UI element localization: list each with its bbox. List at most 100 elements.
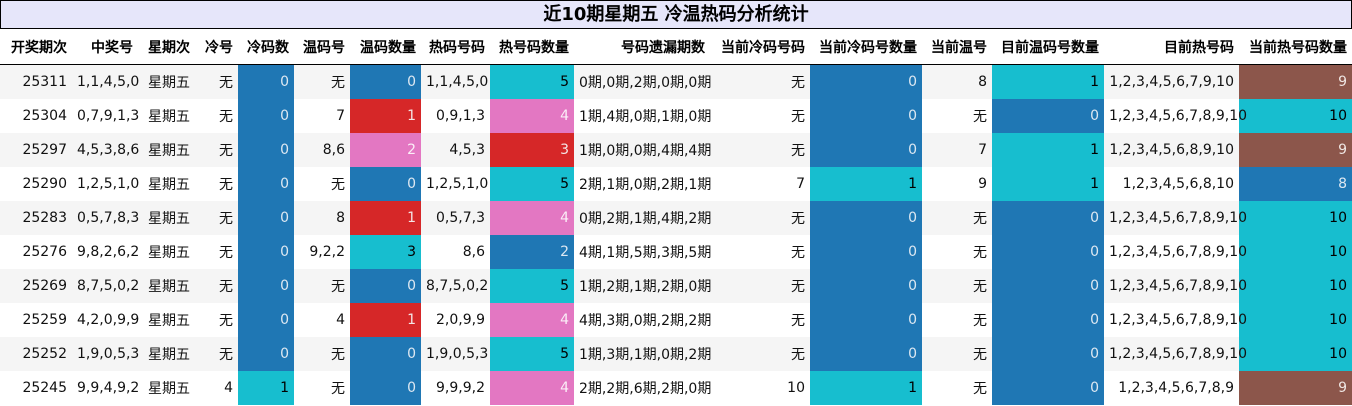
stats-table: 开奖期次 中奖号 星期次 冷号 冷码数 温码号 温码数量 热码号码 热号码数量 号码遗漏期数 当前冷…	[0, 29, 1352, 405]
table-cell: 2期,2期,6期,2期,0期	[574, 371, 711, 405]
table-cell: 1	[350, 201, 421, 235]
table-row: 25283 0,5,7,8,3 星期五无 0 8 1 0,5,7,3 4 0期,2期,1期,4期…	[0, 201, 1352, 235]
table-row: 25311 1,1,4,5,0 星期五无 0 无 0 1,1,4,5,0 5 0期,0期,2期,…	[0, 64, 1352, 99]
column-header: 号码遗漏期数	[574, 29, 710, 65]
column-header: 温码数量	[350, 29, 421, 65]
table-cell: 8,6	[294, 133, 350, 167]
table-cell: 8,6	[421, 235, 490, 269]
table-cell: 1期,4期,0期,1期,0期	[574, 99, 711, 133]
table-cell: 1,2,3,4,5,6,8,9,10	[1104, 133, 1239, 167]
table-cell: 无	[710, 337, 810, 371]
table-cell: 4期,3期,0期,2期,2期	[574, 303, 711, 337]
table-cell: 1,2,5,1,0	[421, 167, 490, 201]
column-header: 当前冷码号数量	[810, 29, 922, 65]
table-cell: 0	[810, 64, 922, 99]
table-row: 25276 9,8,2,6,2 星期五无 0 9,2,2 3 8,6 2 4期,1期,5期,3期…	[0, 235, 1352, 269]
table-cell: 无	[195, 269, 238, 303]
table-cell: 0	[238, 303, 294, 337]
table-cell: 无	[294, 337, 350, 371]
table-cell: 0期,0期,2期,0期,0期	[574, 64, 711, 99]
table-cell: 9	[1239, 64, 1352, 99]
table-cell: 1,2,5,1,0	[72, 167, 139, 201]
table-cell: 0	[810, 269, 922, 303]
table-cell: 1,2,3,4,5,6,7,8,9,10	[1104, 99, 1247, 133]
table-cell: 0	[992, 269, 1104, 303]
table-cell: 无	[294, 64, 350, 99]
column-header: 温码号	[294, 29, 350, 65]
table-cell: 3	[490, 133, 574, 167]
table-cell: 0	[810, 303, 922, 337]
table-row: 25290 1,2,5,1,0 星期五无 0 无 0 1,2,5,1,0 5 2期,1期,0期,…	[0, 167, 1352, 201]
table-cell: 8	[294, 201, 350, 235]
table-cell: 无	[922, 269, 992, 303]
table-cell: 无	[195, 167, 238, 201]
table-cell: 无	[710, 235, 810, 269]
table-cell: 星期五	[138, 167, 195, 201]
table-cell: 1,1,4,5,0	[72, 64, 139, 99]
table-cell: 25259	[0, 303, 72, 337]
table-row: 25259 4,2,0,9,9 星期五无 0 4 1 2,0,9,9 4 4期,3期,0期,2期…	[0, 303, 1352, 337]
table-cell: 4	[294, 303, 350, 337]
table-cell: 2	[490, 235, 574, 269]
table-cell: 1	[992, 133, 1104, 167]
column-header: 目前温码号数量	[992, 29, 1104, 65]
column-header: 当前冷码号码	[710, 29, 810, 65]
table-cell: 0	[350, 371, 421, 405]
table-row: 25252 1,9,0,5,3 星期五无 0 无 0 1,9,0,5,3 5 1期,3期,1期,…	[0, 337, 1352, 371]
table-cell: 星期五	[138, 64, 195, 99]
table-cell: 1期,2期,1期,2期,0期	[574, 269, 711, 303]
table-cell: 无	[195, 235, 238, 269]
table-cell: 0	[992, 201, 1104, 235]
table-cell: 10	[1239, 269, 1352, 303]
table-cell: 0	[238, 337, 294, 371]
table-cell: 0	[238, 269, 294, 303]
table-cell: 星期五	[138, 269, 195, 303]
table-cell: 2,0,9,9	[421, 303, 490, 337]
table-cell: 0期,2期,1期,4期,2期	[574, 201, 711, 235]
table-cell: 4期,1期,5期,3期,5期	[574, 235, 711, 269]
table-cell: 无	[294, 167, 350, 201]
table-cell: 无	[710, 133, 810, 167]
table-cell: 1,2,3,4,5,6,7,8,9,10	[1104, 337, 1247, 371]
table-cell: 4	[490, 201, 574, 235]
column-header: 中奖号	[72, 29, 138, 65]
table-cell: 5	[490, 64, 574, 99]
table-cell: 8,7,5,0,2	[72, 269, 139, 303]
table-cell: 1,9,0,5,3	[72, 337, 139, 371]
table-cell: 9,2,2	[294, 235, 350, 269]
table-cell: 10	[1239, 235, 1352, 269]
table-cell: 0,7,9,1,3	[72, 99, 139, 133]
table-cell: 1	[350, 99, 421, 133]
table-cell: 25276	[0, 235, 72, 269]
table-cell: 5	[490, 337, 574, 371]
table-row: 25304 0,7,9,1,3 星期五无 0 7 1 0,9,1,3 4 1期,4期,0期,1期…	[0, 99, 1352, 133]
table-cell: 0,5,7,8,3	[72, 201, 139, 235]
table-cell: 4,5,3,8,6	[72, 133, 139, 167]
table-cell: 10	[710, 371, 810, 405]
table-cell: 1,2,3,4,5,6,7,8,9,10	[1104, 269, 1247, 303]
table-cell: 0	[350, 269, 421, 303]
table-cell: 无	[710, 269, 810, 303]
table-cell: 0	[992, 337, 1104, 371]
table-cell: 0	[992, 303, 1104, 337]
table-cell: 3	[350, 235, 421, 269]
table-cell: 10	[1239, 337, 1352, 371]
table-cell: 星期五	[138, 201, 195, 235]
table-cell: 1,1,4,5,0	[421, 64, 490, 99]
table-cell: 9	[922, 167, 992, 201]
table-cell: 9,9,9,2	[421, 371, 490, 405]
table-cell: 0	[810, 337, 922, 371]
table-cell: 1,2,3,4,5,6,7,9,10	[1104, 64, 1239, 99]
table-cell: 25297	[0, 133, 72, 167]
table-cell: 无	[922, 303, 992, 337]
table-cell: 0	[238, 64, 294, 99]
table-cell: 25283	[0, 201, 72, 235]
table-cell: 星期五	[138, 133, 195, 167]
table-cell: 1,2,3,4,5,6,7,8,9	[1104, 371, 1239, 405]
table-cell: 1,2,3,4,5,6,7,8,9,10	[1104, 235, 1247, 269]
table-cell: 25269	[0, 269, 72, 303]
table-cell: 1,2,3,4,5,6,7,8,9,10	[1104, 201, 1247, 235]
table-cell: 1	[992, 167, 1104, 201]
table-cell: 1	[238, 371, 294, 405]
table-cell: 9	[1239, 133, 1352, 167]
